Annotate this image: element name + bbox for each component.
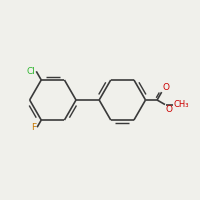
Text: F: F: [31, 123, 36, 132]
Text: Cl: Cl: [27, 67, 35, 76]
Text: CH₃: CH₃: [173, 100, 189, 109]
Text: O: O: [162, 83, 169, 92]
Text: O: O: [165, 105, 172, 114]
